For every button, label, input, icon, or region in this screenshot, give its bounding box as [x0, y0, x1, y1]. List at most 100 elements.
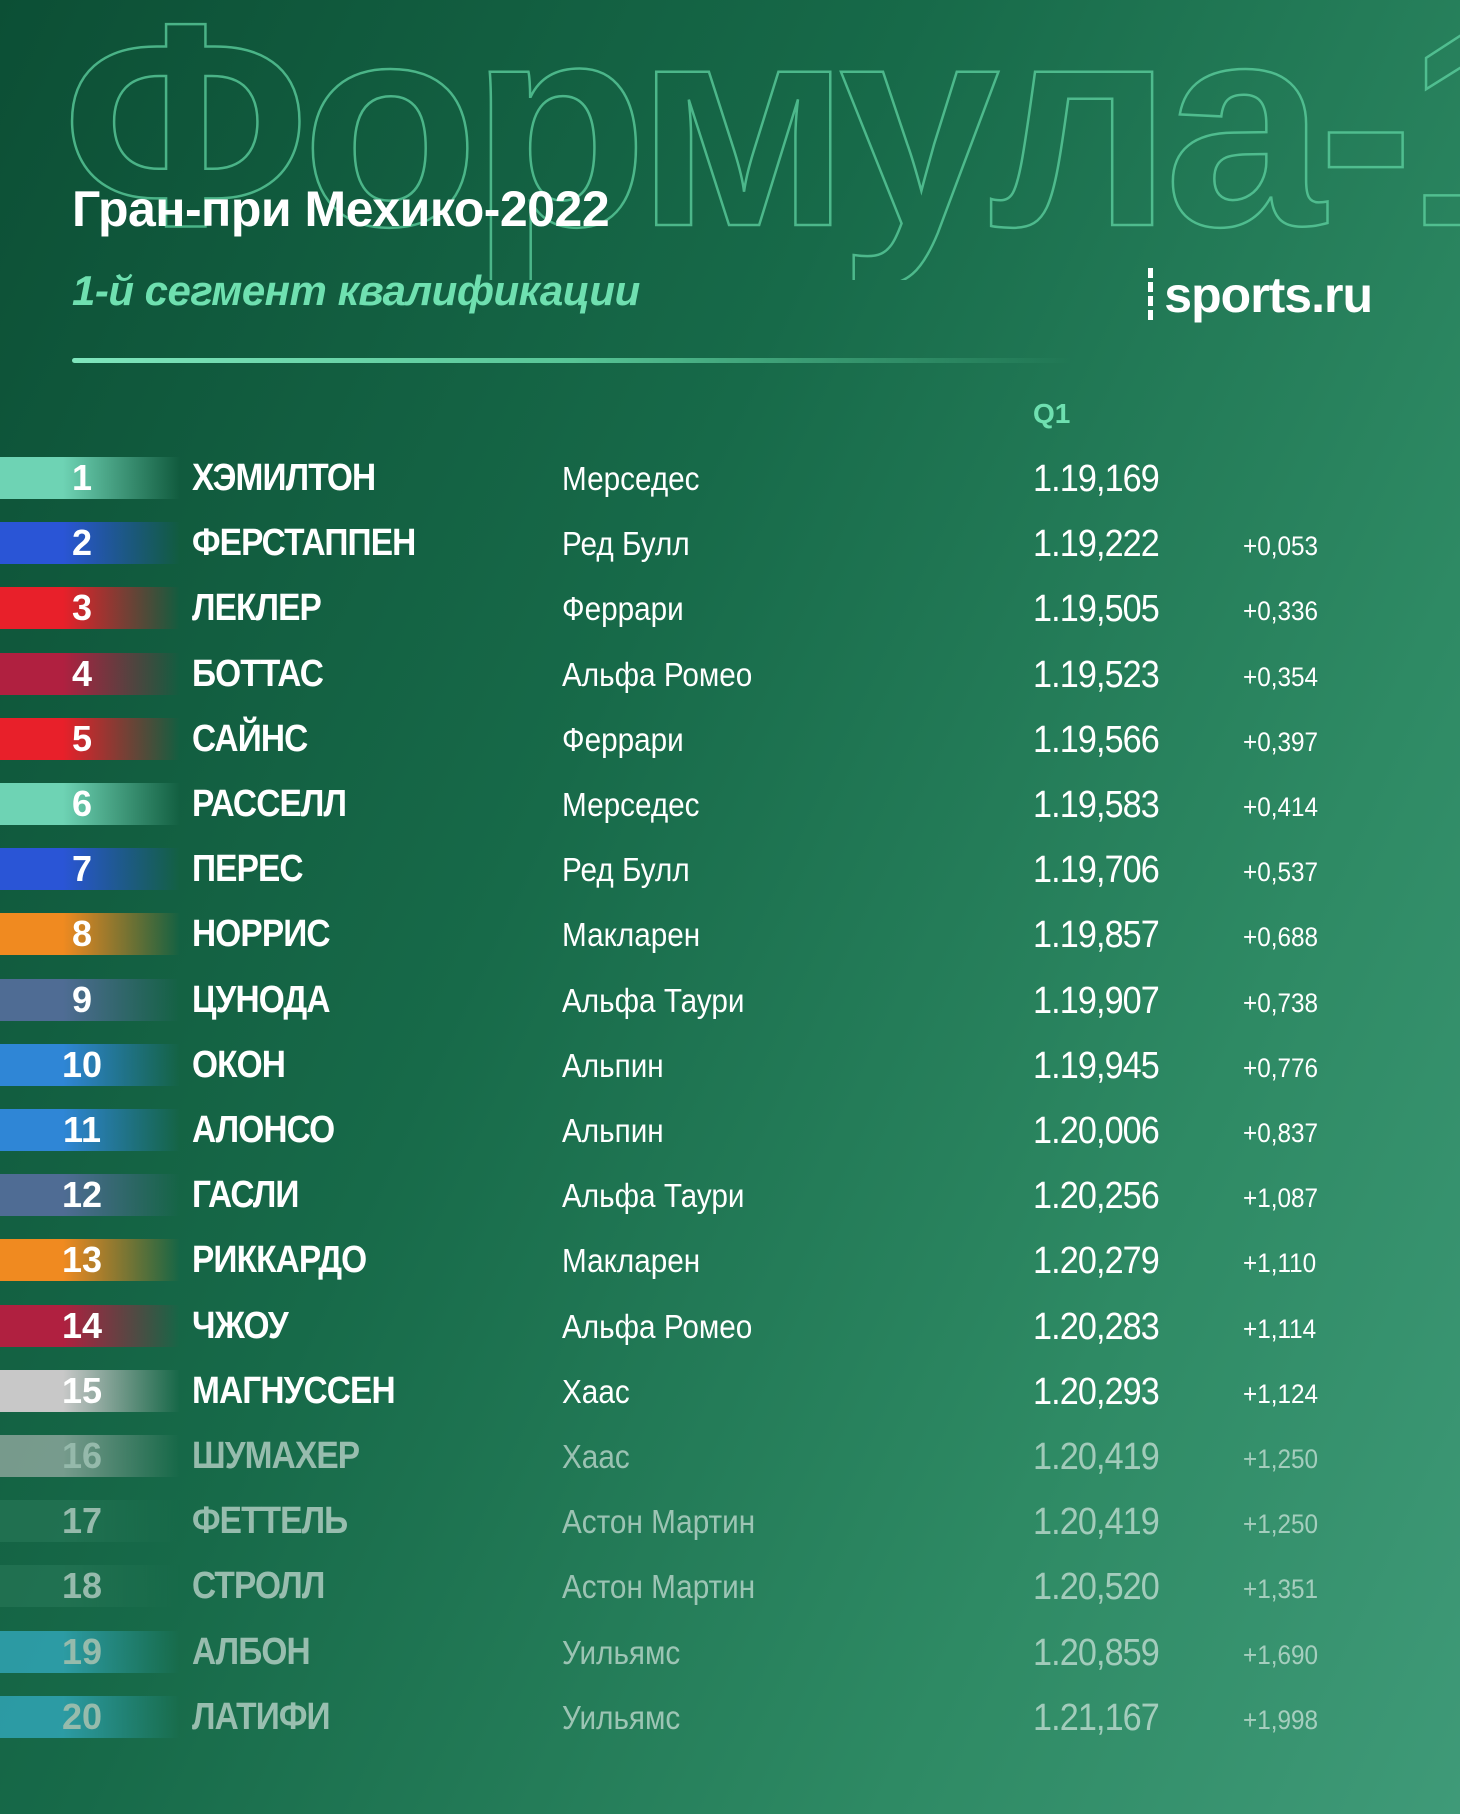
gap-to-leader: +1,124: [1243, 1378, 1319, 1409]
team-name: Уильямс: [562, 1633, 681, 1671]
team-color-bar: [0, 1630, 180, 1673]
lap-time: 1.19,222: [1033, 523, 1160, 566]
position: 6: [71, 783, 93, 824]
team-color-bar: [0, 717, 180, 760]
title: Гран-при Мехико-2022: [72, 181, 610, 237]
result-row: 13 РИККАРДО Макларен 1.20,279 +1,110: [0, 1227, 1460, 1291]
gap-to-leader: +0,776: [1243, 1052, 1319, 1083]
lap-time: 1.19,907: [1033, 979, 1160, 1022]
team-name: Макларен: [562, 1242, 701, 1280]
gap-to-leader: +1,250: [1243, 1509, 1319, 1540]
gap-to-leader: +1,998: [1243, 1704, 1319, 1735]
team-name: Хаас: [562, 1372, 630, 1410]
position: 17: [61, 1500, 103, 1542]
position: 12: [61, 1174, 103, 1216]
position: 7: [71, 848, 93, 890]
result-row: 2 ФЕРСТАППЕН Ред Булл 1.19,222 +0,053: [0, 510, 1460, 574]
driver-name: ФЕРСТАППЕН: [192, 522, 416, 565]
lap-time: 1.20,279: [1033, 1240, 1160, 1283]
lap-time: 1.20,859: [1033, 1631, 1160, 1674]
lap-time: 1.19,566: [1033, 718, 1160, 761]
position: 14: [61, 1304, 103, 1346]
team-name: Ред Булл: [562, 525, 690, 563]
lap-time: 1.20,006: [1033, 1110, 1160, 1152]
driver-name: ГАСЛИ: [192, 1174, 299, 1217]
gap-to-leader: +0,688: [1243, 922, 1319, 953]
gap-to-leader: +1,351: [1243, 1574, 1319, 1605]
lap-time: 1.19,857: [1033, 914, 1160, 957]
result-row: 19 АЛБОН Уильямс 1.20,859 +1,690: [0, 1619, 1460, 1683]
driver-name: МАГНУССЕН: [192, 1369, 396, 1412]
result-row: 11 АЛОНСО Альпин 1.20,006 +0,837: [0, 1097, 1460, 1161]
result-row: 12 ГАСЛИ Альфа Таури 1.20,256 +1,087: [0, 1162, 1460, 1226]
driver-name: ПЕРЕС: [192, 848, 304, 891]
lap-time: 1.19,706: [1033, 849, 1160, 892]
result-row: 16 ШУМАХЕР Хаас 1.20,419 +1,250: [0, 1423, 1460, 1487]
subtitle: 1-й сегмент квалификации: [72, 267, 640, 314]
driver-name: ЧЖОУ: [192, 1304, 289, 1347]
lap-time: 1.19,505: [1033, 588, 1160, 631]
lap-time: 1.19,945: [1033, 1044, 1160, 1087]
position: 19: [61, 1630, 103, 1672]
team-color-bar: [0, 1043, 180, 1086]
position: 11: [62, 1109, 102, 1150]
gap-to-leader: +0,414: [1243, 792, 1319, 822]
result-row: 5 САЙНС Феррари 1.19,566 +0,397: [0, 706, 1460, 770]
position: 16: [61, 1435, 103, 1476]
result-row: 6 РАССЕЛЛ Мерседес 1.19,583 +0,414: [0, 771, 1460, 835]
gap-to-leader: +0,738: [1243, 987, 1319, 1018]
position: 18: [61, 1565, 103, 1607]
team-name: Альпин: [562, 1112, 664, 1149]
team-color-bar: [0, 1304, 180, 1347]
result-row: 3 ЛЕКЛЕР Феррари 1.19,505 +0,336: [0, 575, 1460, 639]
gap-to-leader: +0,837: [1243, 1118, 1319, 1148]
team-color-bar: [0, 1109, 180, 1151]
driver-name: ЛАТИФИ: [192, 1695, 331, 1738]
team-color-bar: [0, 587, 180, 630]
position: 13: [61, 1239, 103, 1281]
team-name: Альфа Таури: [562, 1177, 745, 1215]
position: 10: [61, 1043, 103, 1085]
logo-text: sports.ru: [1164, 267, 1373, 323]
result-row: 1 ХЭМИЛТОН Мерседес 1.19,169: [0, 445, 1460, 509]
lap-time: 1.20,419: [1033, 1501, 1160, 1544]
result-row: 18 СТРОЛЛ Астон Мартин 1.20,520 +1,351: [0, 1553, 1460, 1617]
result-row: 7 ПЕРЕС Ред Булл 1.19,706 +0,537: [0, 836, 1460, 900]
driver-name: ЦУНОДА: [192, 978, 331, 1021]
position: 20: [61, 1695, 103, 1737]
column-header: Q1: [1033, 398, 1071, 429]
watermark-text: Формула-1: [62, 0, 1460, 280]
position: 3: [71, 587, 93, 629]
lap-time: 1.19,169: [1033, 458, 1160, 500]
logo-mark: [1148, 268, 1154, 320]
team-color-bar: [0, 1435, 180, 1477]
driver-name: ОКОН: [192, 1043, 286, 1086]
driver-name: АЛБОН: [192, 1630, 311, 1673]
driver-name: РАССЕЛЛ: [192, 783, 347, 825]
team-color-bar: [0, 783, 180, 825]
gap-to-leader: +1,087: [1243, 1183, 1319, 1214]
team-color-bar: [0, 1565, 180, 1608]
team-name: Феррари: [562, 590, 684, 628]
position: 15: [61, 1369, 103, 1411]
team-color-bar: [0, 1239, 180, 1282]
driver-name: ФЕТТЕЛЬ: [192, 1500, 348, 1543]
team-name: Астон Мартин: [562, 1503, 756, 1541]
lap-time: 1.20,283: [1033, 1305, 1160, 1348]
result-row: 4 БОТТАС Альфа Ромео 1.19,523 +0,354: [0, 641, 1460, 705]
driver-name: БОТТАС: [192, 652, 324, 695]
position: 5: [71, 717, 93, 759]
result-row: 15 МАГНУССЕН Хаас 1.20,293 +1,124: [0, 1358, 1460, 1422]
team-name: Хаас: [562, 1438, 630, 1475]
team-name: Мерседес: [562, 786, 700, 823]
lap-time: 1.20,256: [1033, 1175, 1160, 1218]
gap-to-leader: +0,397: [1243, 726, 1319, 757]
team-color-bar: [0, 1695, 180, 1738]
team-name: Альпин: [562, 1046, 664, 1084]
result-row: 8 НОРРИС Макларен 1.19,857 +0,688: [0, 901, 1460, 965]
gap-to-leader: +0,537: [1243, 857, 1319, 888]
team-name: Ред Булл: [562, 851, 690, 889]
team-color-bar: [0, 522, 180, 565]
result-row: 10 ОКОН Альпин 1.19,945 +0,776: [0, 1032, 1460, 1096]
